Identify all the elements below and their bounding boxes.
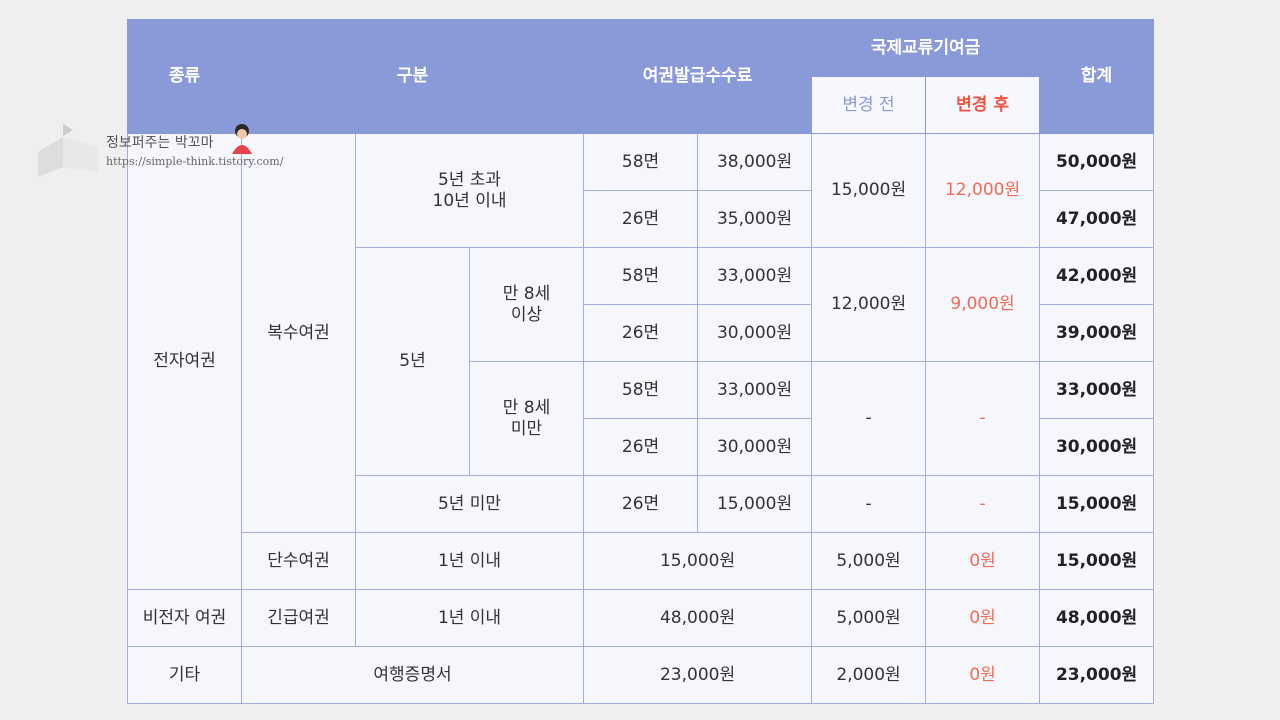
table-cell: 5,000원	[811, 532, 927, 590]
table-cell: 0원	[925, 532, 1041, 590]
table-cell: 15,000원	[1039, 475, 1155, 533]
table-cell: 15,000원	[697, 475, 813, 533]
table-cell: 30,000원	[697, 304, 813, 362]
table-cell: 35,000원	[697, 190, 813, 248]
table-cell: 비전자 여권	[127, 589, 242, 647]
table-cell: 전자여권	[127, 133, 242, 590]
header-cell: 합계	[1039, 19, 1155, 134]
table-cell: 15,000원	[811, 133, 927, 248]
table-cell: 33,000원	[1039, 361, 1155, 419]
table-cell: -	[811, 475, 927, 533]
table-cell: 58면	[583, 361, 699, 419]
table-cell: 9,000원	[925, 247, 1041, 362]
table-cell: 긴급여권	[241, 589, 356, 647]
table-cell: 48,000원	[583, 589, 813, 647]
table-cell: 만 8세 미만	[468, 361, 585, 476]
fee-table: 종류 구분 여권발급수수료 국제교류기여금 합계 변경 전 변경 후 전자여권 복수여권 5년 초…	[127, 19, 1155, 704]
watermark-name: 정보퍼주는 박꼬마	[106, 135, 214, 151]
table-cell: 33,000원	[697, 361, 813, 419]
table-cell: 58면	[583, 133, 699, 191]
table-cell: 26면	[583, 418, 699, 476]
header-cell: 여권발급수수료	[583, 19, 813, 134]
table-cell: 39,000원	[1039, 304, 1155, 362]
header-cell: 변경 전	[811, 76, 927, 134]
table-cell: 5년 초과 10년 이내	[354, 133, 585, 248]
table-cell: 12,000원	[811, 247, 927, 362]
table-cell: 33,000원	[697, 247, 813, 305]
table-cell: 38,000원	[697, 133, 813, 191]
body-row: 비전자 여권 긴급여권 1년 이내 48,000원 5,000원 0원 48,000원	[127, 589, 1155, 647]
table-cell: 47,000원	[1039, 190, 1155, 248]
table-cell: 1년 이내	[354, 589, 585, 647]
table-cell: 0원	[925, 589, 1041, 647]
table-cell: 30,000원	[697, 418, 813, 476]
table-cell: -	[811, 361, 927, 476]
header-row: 변경 전 변경 후	[128, 76, 1154, 134]
table-cell: 15,000원	[583, 532, 813, 590]
body-row: 26면 35,000원 47,000원	[128, 190, 1155, 248]
table-cell: 5년 미만	[354, 475, 585, 533]
header-cell: 구분	[240, 19, 585, 134]
body-row: 기타 여행증명서 23,000원 2,000원 0원 23,000원	[127, 646, 1155, 704]
table-cell: 30,000원	[1039, 418, 1155, 476]
table-cell: 5년	[355, 247, 470, 476]
table-cell: 15,000원	[1039, 532, 1155, 590]
table-cell: 기타	[127, 646, 242, 704]
table-cell: 23,000원	[1039, 646, 1155, 704]
body-row: 만 8세 미만 58면 33,000원 - -33,000원	[128, 361, 1155, 476]
table-cell: -	[925, 361, 1041, 476]
header-cell: 국제교류기여금	[811, 19, 1041, 77]
watermark-avatar	[232, 124, 252, 154]
table-cell: 12,000원	[925, 133, 1041, 248]
header-cell: 변경 후	[925, 76, 1041, 134]
watermark-url: https://simple-think.tistory.com/	[106, 155, 284, 168]
body-row: 5년 만 8세 이상 58면 33,000원 12,000원 9,000원 42,000원	[128, 247, 1155, 476]
table-cell: 0원	[925, 646, 1041, 704]
header-cell: 종류	[127, 19, 242, 134]
watermark: 정보퍼주는 박꼬마 https://simple-think.tistory.c…	[38, 122, 283, 186]
table-cell: 단수여권	[241, 532, 356, 590]
table-cell: 만 8세 이상	[468, 247, 585, 362]
body-row: 전자여권 복수여권 5년 초과 10년 이내 58면 38,000원 15,000원 12,…	[127, 133, 1155, 590]
header-row: 종류 구분 여권발급수수료 국제교류기여금 합계	[127, 19, 1155, 134]
table-cell: 1년 이내	[354, 532, 585, 590]
table-cell: 48,000원	[1039, 589, 1155, 647]
table-cell: 23,000원	[583, 646, 813, 704]
table-cell: 26면	[583, 304, 699, 362]
fee-table-wrap: 종류 구분 여권발급수수료 국제교류기여금 합계 변경 전 변경 후 전자여권 복수여권 5년 초…	[127, 19, 1155, 704]
table-cell: 58면	[583, 247, 699, 305]
body-row: 5년 미만 26면 15,000원 - -15,000원	[128, 475, 1155, 533]
table-cell: 2,000원	[811, 646, 927, 704]
watermark-logo	[38, 124, 249, 177]
table-cell: 26면	[583, 475, 699, 533]
body-row: 단수여권 1년 이내 15,000원 5,000원 0원 15,000원	[128, 532, 1155, 590]
table-cell: 5,000원	[811, 589, 927, 647]
body-row: 26면 30,000원 30,000원	[128, 418, 1155, 476]
table-cell: 복수여권	[241, 133, 356, 533]
table-cell: 여행증명서	[240, 646, 585, 704]
table-cell: -	[925, 475, 1041, 533]
table-cell: 42,000원	[1039, 247, 1155, 305]
table-cell: 50,000원	[1039, 133, 1155, 191]
table-cell: 26면	[583, 190, 699, 248]
